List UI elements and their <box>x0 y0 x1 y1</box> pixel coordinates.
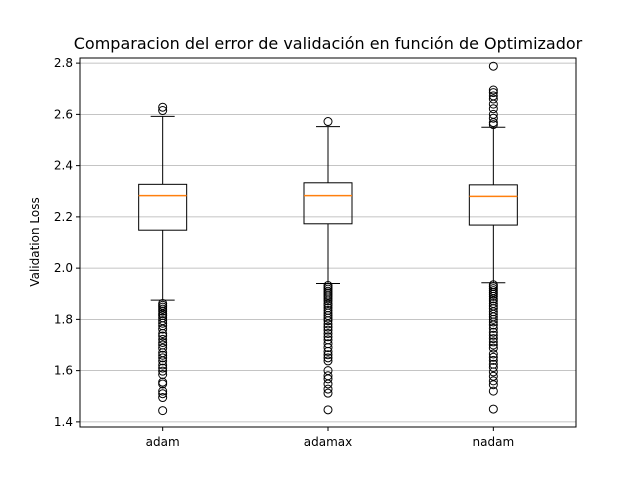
iqr-box <box>303 182 353 225</box>
flier-point <box>158 353 168 363</box>
flier-point <box>323 388 333 398</box>
flier-point <box>158 389 168 399</box>
flier-point <box>158 406 168 416</box>
flier-point <box>488 330 498 340</box>
flier-point <box>323 296 333 306</box>
y-axis: 1.4 1.6 1.8 2.0 2.2 2.4 2.6 2.8 <box>54 56 80 429</box>
flier-point <box>158 328 168 338</box>
flier-point <box>158 386 168 396</box>
flier-point <box>158 379 168 389</box>
flier-point <box>488 352 498 362</box>
flier-point <box>158 106 168 116</box>
flier-point <box>323 316 333 326</box>
flier-point <box>488 104 498 114</box>
flier-point <box>488 343 498 353</box>
iqr-box <box>468 184 518 226</box>
flier-point <box>488 363 498 373</box>
flier-point <box>488 61 498 71</box>
y-tick-label: 1.8 <box>54 312 73 326</box>
flier-point <box>158 331 168 341</box>
flier-point <box>323 405 333 415</box>
flier-point <box>323 379 333 389</box>
flier-point <box>158 350 168 360</box>
iqr-box <box>138 183 188 231</box>
y-tick-label: 2.0 <box>54 261 73 275</box>
y-tick-label: 2.4 <box>54 159 73 173</box>
flier-point <box>488 88 498 98</box>
y-tick-label: 1.4 <box>54 415 73 429</box>
flier-point <box>488 85 498 95</box>
x-tick-label-adamax: adamax <box>304 435 352 449</box>
flier-point <box>323 325 333 335</box>
flier-point <box>488 380 498 390</box>
flier-point <box>323 343 333 353</box>
flier-point <box>158 324 168 334</box>
flier-point <box>158 377 168 387</box>
flier-point <box>158 334 168 344</box>
flier-point <box>488 314 498 324</box>
flier-point <box>323 117 333 127</box>
flier-point <box>488 340 498 350</box>
x-tick-label-adam: adam <box>146 435 180 449</box>
flier-point <box>488 404 498 414</box>
flier-point <box>323 384 333 394</box>
flier-point <box>488 320 498 330</box>
box-nadam <box>468 61 518 414</box>
flier-point <box>488 317 498 327</box>
box-layer <box>138 61 518 416</box>
flier-point <box>488 337 498 347</box>
flier-point <box>488 120 498 130</box>
x-axis: adam adamax nadam <box>146 427 514 449</box>
flier-point <box>323 319 333 329</box>
flier-point <box>488 327 498 337</box>
chart-title: Comparacion del error de validación en f… <box>74 34 583 53</box>
flier-point <box>488 94 498 104</box>
flier-point <box>323 346 333 356</box>
flier-point <box>158 360 168 370</box>
box-adam <box>138 102 188 416</box>
flier-point <box>158 356 168 366</box>
y-tick-label: 2.8 <box>54 56 73 70</box>
flier-point <box>158 363 168 373</box>
flier-point <box>158 318 168 328</box>
y-tick-label: 2.2 <box>54 210 73 224</box>
flier-point <box>488 291 498 301</box>
flier-point <box>488 355 498 365</box>
flier-point <box>158 366 168 376</box>
flier-point <box>323 356 333 366</box>
flier-point <box>488 334 498 344</box>
y-tick-label: 2.6 <box>54 107 73 121</box>
flier-point <box>323 374 333 384</box>
flier-point <box>488 349 498 359</box>
flier-point <box>158 393 168 403</box>
flier-point <box>323 332 333 342</box>
y-axis-label: Validation Loss <box>28 197 42 286</box>
flier-point <box>323 322 333 332</box>
flier-point <box>158 337 168 347</box>
flier-point <box>323 353 333 363</box>
flier-point <box>158 102 168 112</box>
box-adamax <box>303 117 353 415</box>
flier-point <box>488 113 498 123</box>
flier-point <box>323 328 333 338</box>
flier-point <box>488 386 498 396</box>
flier-point <box>488 376 498 386</box>
flier-point <box>158 343 168 353</box>
flier-point <box>488 99 498 109</box>
flier-point <box>158 306 168 316</box>
flier-point <box>323 313 333 323</box>
flier-point <box>323 350 333 360</box>
plot-frame <box>79 57 577 428</box>
flier-point <box>488 323 498 333</box>
y-tick-label: 1.6 <box>54 364 73 378</box>
flier-point <box>488 367 498 377</box>
x-tick-label-nadam: nadam <box>473 435 515 449</box>
